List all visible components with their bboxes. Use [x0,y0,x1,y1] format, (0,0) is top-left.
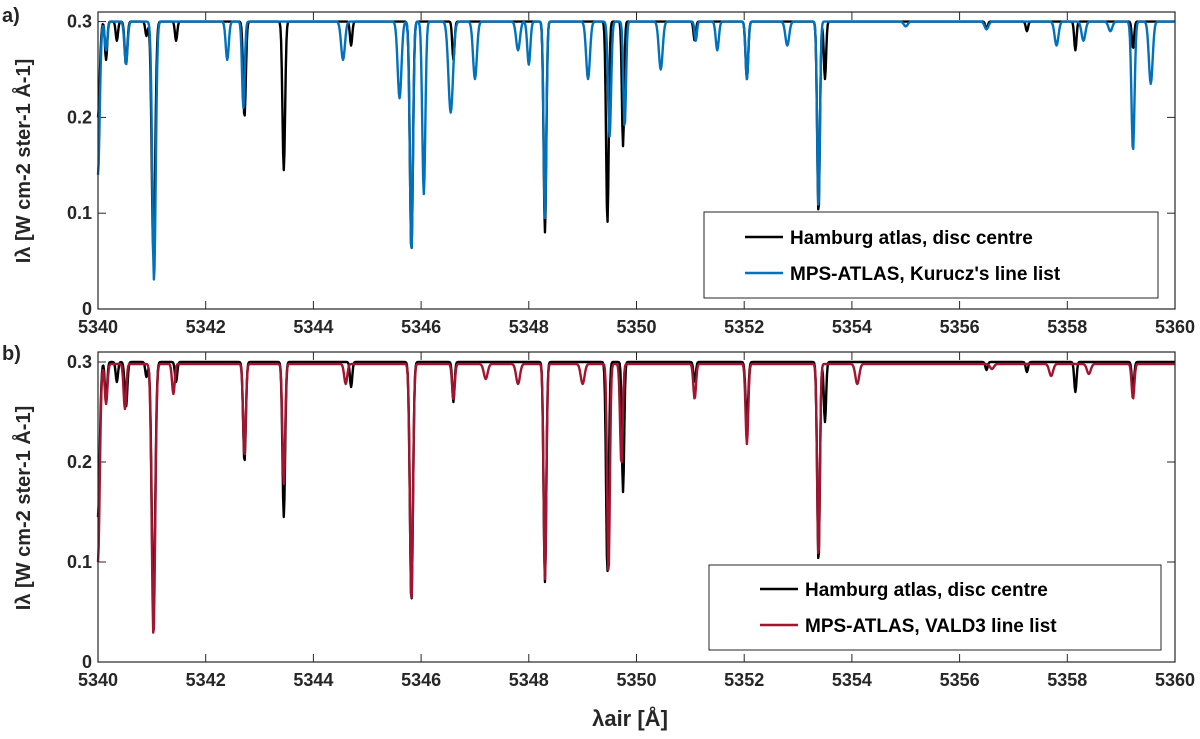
x-tick-label: 5348 [509,670,549,690]
x-tick-label: 5346 [401,670,441,690]
y-tick-label: 0.3 [67,352,92,372]
legend-entry-mps-vald3: MPS-ATLAS, VALD3 line list [805,616,1057,637]
legend-box [708,564,1162,651]
x-tick-label: 5350 [616,317,656,337]
y-tick-label: 0 [82,652,92,672]
panel-label: b) [2,343,21,365]
y-tick-label: 0.3 [67,12,92,32]
y-axis-label: Iλ [W cm-2 ster-1 Å-1] [11,406,35,611]
y-tick-label: 0.1 [67,552,92,572]
x-tick-label: 5342 [186,670,226,690]
series-line-mps-atlas [96,20,1176,281]
x-tick-label: 5358 [1047,317,1087,337]
legend-entry-hamburg: Hamburg atlas, disc centre [805,580,1048,601]
axes-box [97,11,1176,310]
x-tick-label: 5356 [940,317,980,337]
y-tick-label: 0.2 [67,107,92,127]
x-tick-label: 5360 [1155,317,1195,337]
y-axis-label: Iλ [W cm-2 ster-1 Å-1] [11,59,35,264]
x-tick-label: 5354 [832,317,872,337]
x-tick-label: 5340 [78,670,118,690]
legend-box [703,211,1159,299]
x-tick-label: 5344 [293,670,333,690]
legend: Hamburg atlas, disc centre MPS-ATLAS, VA… [708,564,1162,651]
series-line-mps-atlas [96,362,1176,634]
legend-entry-hamburg: Hamburg atlas, disc centre [790,228,1033,249]
legend-entry-mps-kurucz: MPS-ATLAS, Kurucz's line list [790,264,1061,285]
axes-box [97,351,1176,663]
y-tick-label: 0 [82,299,92,319]
panel-a: a) 5340 5342 5344 5346 5348 5350 5352 5354 5356 5… [2,5,1195,337]
y-tick-label: 0.1 [67,203,92,223]
y-tick-label: 0.2 [67,452,92,472]
x-tick-label: 5352 [724,670,764,690]
x-tick-label: 5360 [1155,670,1195,690]
x-tick-label: 5348 [509,317,549,337]
x-tick-label: 5356 [940,670,980,690]
x-tick-label: 5352 [724,317,764,337]
tick-labels: 5340 5342 5344 5346 5348 5350 5352 5354 5356 5358… [67,12,1195,337]
x-axis-label: λair [Å] [592,705,668,731]
x-tick-label: 5354 [832,670,872,690]
panel-b: b) 5340 5342 5344 5346 5348 5350 5352 5354 5356 5… [2,343,1195,690]
x-tick-label: 5342 [186,317,226,337]
x-tick-label: 5340 [78,317,118,337]
x-tick-label: 5350 [616,670,656,690]
legend: Hamburg atlas, disc centre MPS-ATLAS, Ku… [703,211,1159,299]
x-tick-label: 5346 [401,317,441,337]
x-tick-label: 5358 [1047,670,1087,690]
panel-label: a) [2,5,20,27]
tick-labels: 5340 5342 5344 5346 5348 5350 5352 5354 5356 5358… [67,352,1195,690]
series-layer [96,360,1176,634]
x-tick-label: 5344 [293,317,333,337]
series-line-hamburg [96,360,1176,606]
series-layer [96,20,1176,281]
